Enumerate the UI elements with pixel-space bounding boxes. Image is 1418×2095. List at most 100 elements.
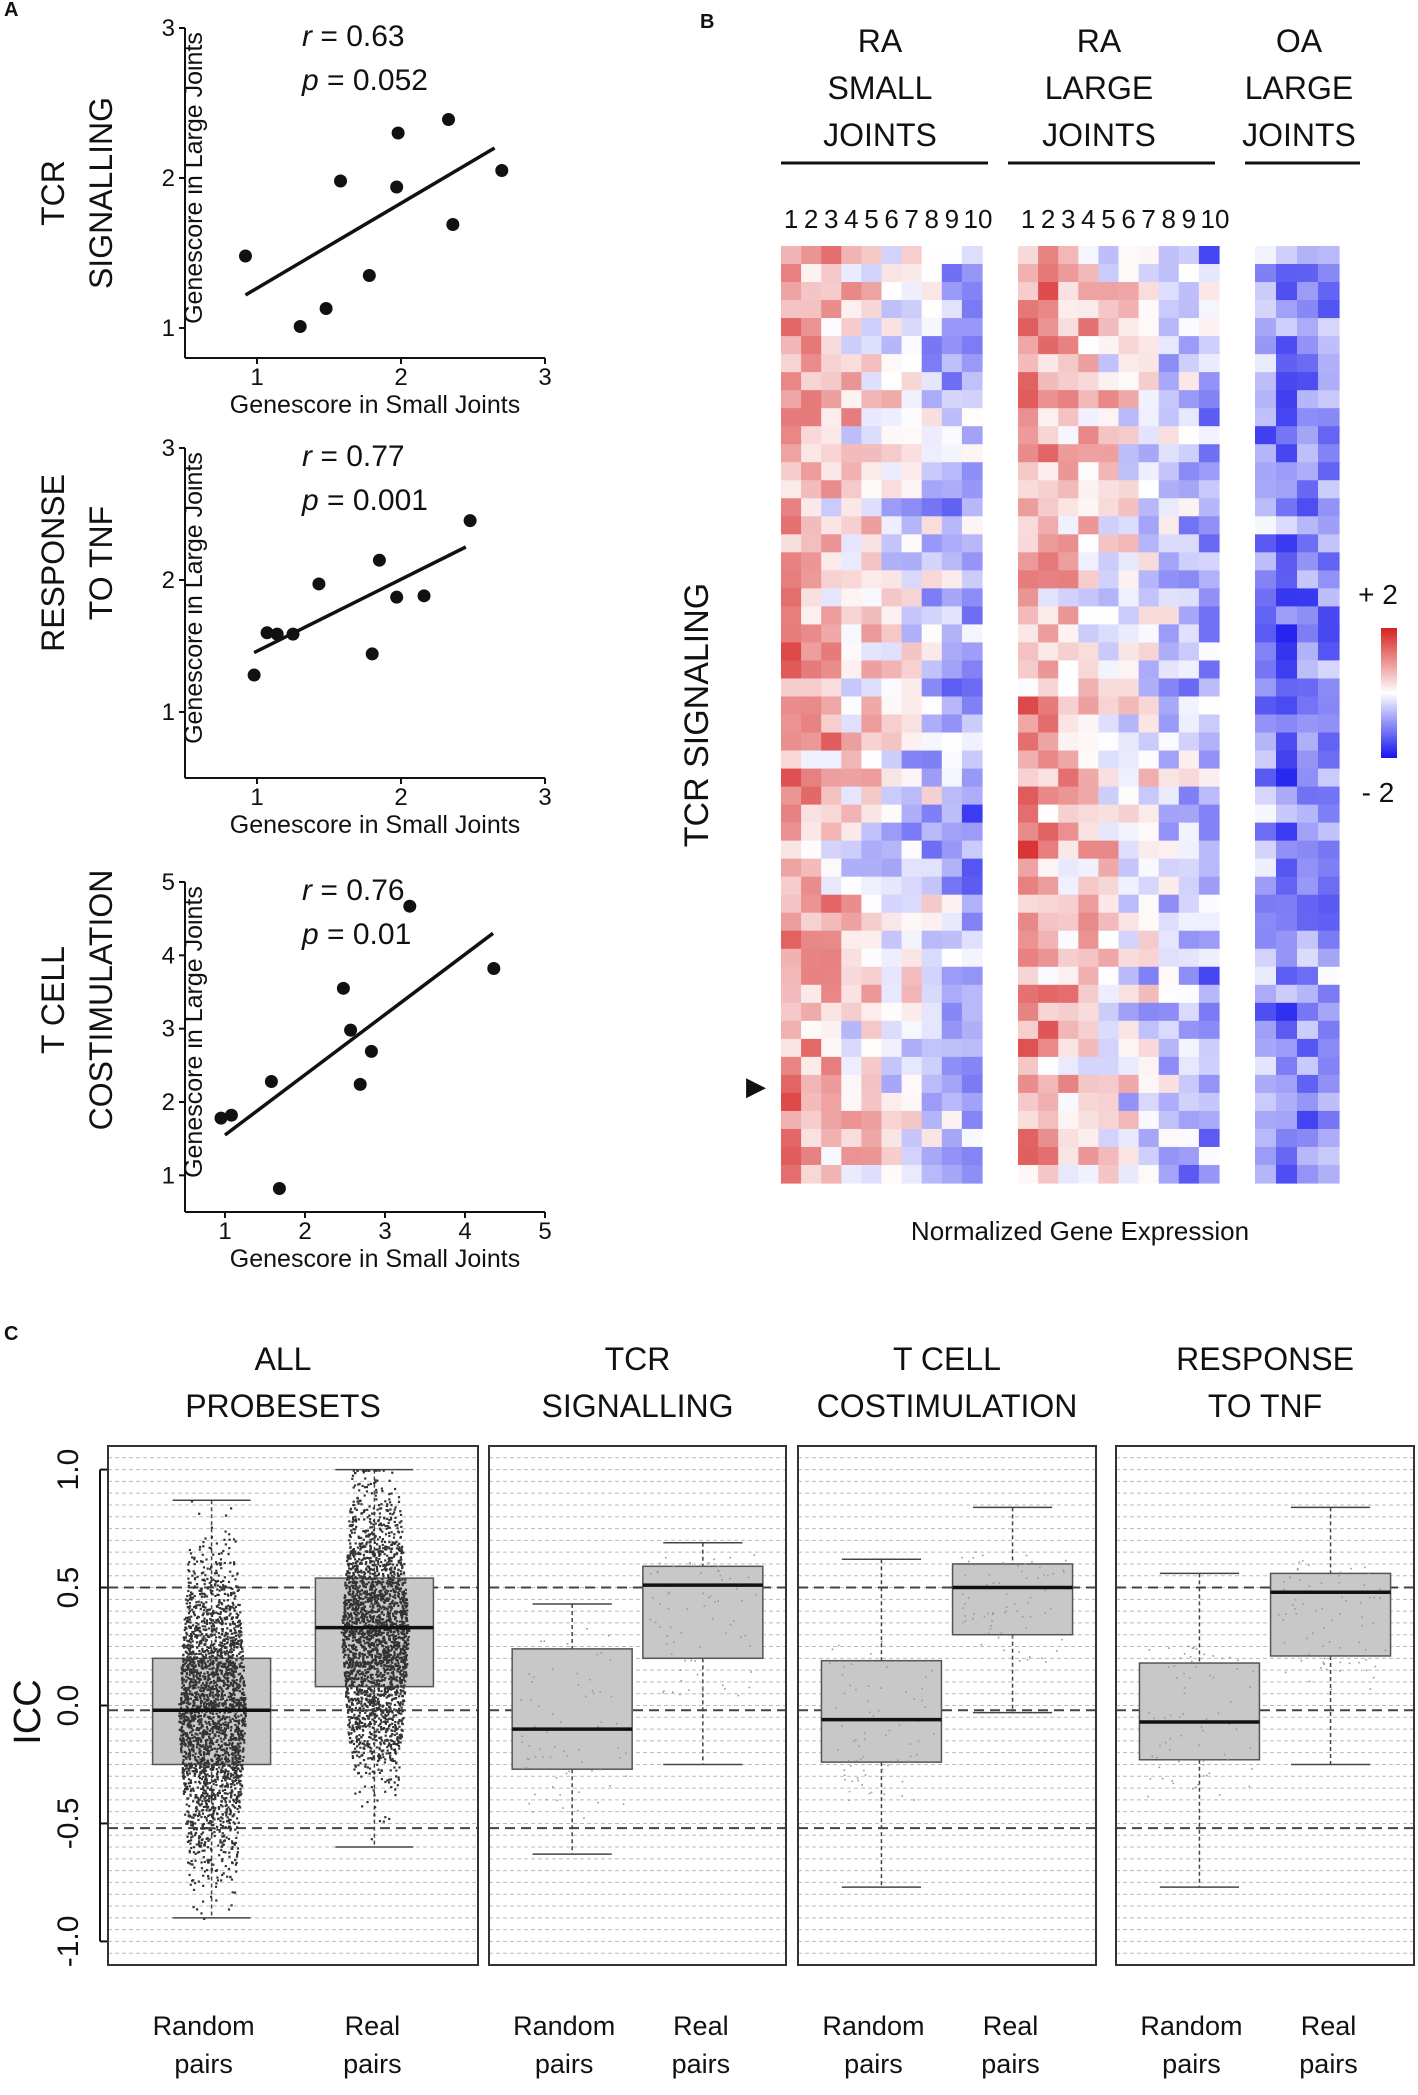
heatmap-cell [961, 372, 983, 391]
jitter-point [380, 1540, 383, 1543]
heatmap-cell [1078, 264, 1099, 283]
jitter-point [223, 1588, 226, 1591]
jitter-point [380, 1524, 383, 1527]
jitter-point [188, 1719, 191, 1722]
jitter-point [221, 1754, 224, 1757]
jitter-point [185, 1665, 188, 1668]
jitter-point [220, 1804, 223, 1807]
jitter-point [386, 1779, 389, 1782]
jitter-point [188, 1724, 191, 1727]
heatmap-cell [821, 732, 842, 752]
data-point [390, 180, 404, 194]
heatmap-cell [821, 822, 842, 842]
jitter-point [368, 1661, 371, 1664]
jitter-point [215, 1698, 218, 1701]
heatmap-cell [861, 642, 883, 662]
heatmap-cell [1138, 984, 1160, 1004]
heatmap-cell [1318, 462, 1340, 481]
heatmap-cell [941, 246, 963, 265]
jitter-point [234, 1754, 237, 1757]
jitter-point [217, 1818, 220, 1821]
jitter-point [209, 1723, 212, 1726]
heatmap-cell [1038, 966, 1059, 986]
jitter-point [220, 1848, 223, 1852]
jitter-point [223, 1592, 226, 1595]
heatmap-cell [941, 840, 963, 860]
jitter-point [203, 1753, 206, 1756]
jitter-point [352, 1654, 355, 1657]
column-label: 6 [1121, 204, 1135, 234]
jitter-point [216, 1722, 219, 1725]
jitter-point [365, 1635, 368, 1639]
jitter-point [229, 1630, 232, 1633]
jitter-point [233, 1772, 236, 1775]
heatmap-cell [1198, 768, 1220, 788]
heatmap-cell [821, 1164, 842, 1184]
heatmap-cell [1297, 912, 1319, 932]
jitter-point [195, 1691, 198, 1694]
jitter-point [231, 1840, 234, 1843]
heatmap-cell [941, 462, 963, 481]
jitter-point [389, 1745, 393, 1748]
jitter-point [205, 1803, 208, 1806]
heatmap-cell [1098, 300, 1120, 319]
jitter-point [212, 1696, 215, 1699]
jitter-point [238, 1652, 241, 1655]
jitter-point [203, 1665, 207, 1669]
jitter-point [189, 1721, 192, 1724]
jitter-point [346, 1688, 349, 1691]
jitter-point [191, 1716, 194, 1719]
jitter-point [182, 1670, 185, 1673]
jitter-point [223, 1561, 226, 1565]
heatmap-cell [881, 336, 903, 355]
heatmap-cell [1018, 390, 1039, 409]
panel-label-b: B [700, 11, 714, 33]
jitter-point [231, 1672, 234, 1675]
data-point [495, 164, 509, 177]
jitter-point [195, 1746, 199, 1749]
jitter-point [235, 1861, 238, 1864]
heatmap-cell [861, 1146, 883, 1166]
jitter-point [369, 1559, 372, 1562]
heatmap-cell [1058, 966, 1079, 986]
jitter-point [235, 1749, 238, 1752]
jitter-point [194, 1834, 197, 1837]
jitter-point [393, 1642, 396, 1645]
jitter-point [244, 1723, 247, 1726]
jitter-point [347, 1564, 350, 1567]
jitter-point [391, 1648, 394, 1651]
heatmap-cell [941, 354, 963, 373]
jitter-point [204, 1767, 207, 1770]
heatmap-cell [1255, 1164, 1277, 1184]
heatmap-cell [921, 444, 943, 463]
jitter-point [226, 1751, 229, 1755]
jitter-point [188, 1839, 191, 1842]
jitter-point [207, 1608, 210, 1611]
heatmap-cell [1255, 966, 1277, 986]
heatmap-cell [1158, 1038, 1180, 1058]
jitter-point [183, 1638, 186, 1641]
heatmap-cell [1118, 534, 1140, 553]
heatmap-cell [861, 408, 883, 427]
jitter-point [207, 1685, 210, 1688]
jitter-point [219, 1641, 222, 1644]
jitter-point [211, 1685, 214, 1688]
heatmap-cell [921, 1128, 943, 1148]
heatmap-cell [821, 948, 842, 968]
jitter-point [216, 1684, 219, 1687]
data-point [319, 302, 333, 315]
jitter-point [379, 1741, 382, 1744]
heatmap-cell [1178, 624, 1200, 644]
heatmap-cell [1098, 552, 1120, 571]
jitter-point [230, 1674, 233, 1677]
jitter-point [202, 1767, 206, 1770]
jitter-point [236, 1625, 240, 1628]
heatmap-cell [881, 750, 903, 770]
jitter-point [226, 1792, 229, 1795]
jitter-point [196, 1560, 199, 1563]
heatmap-cell [781, 858, 802, 878]
jitter-point [187, 1665, 190, 1668]
heatmap-cell [1058, 1038, 1079, 1058]
heatmap-cell [861, 1056, 883, 1076]
